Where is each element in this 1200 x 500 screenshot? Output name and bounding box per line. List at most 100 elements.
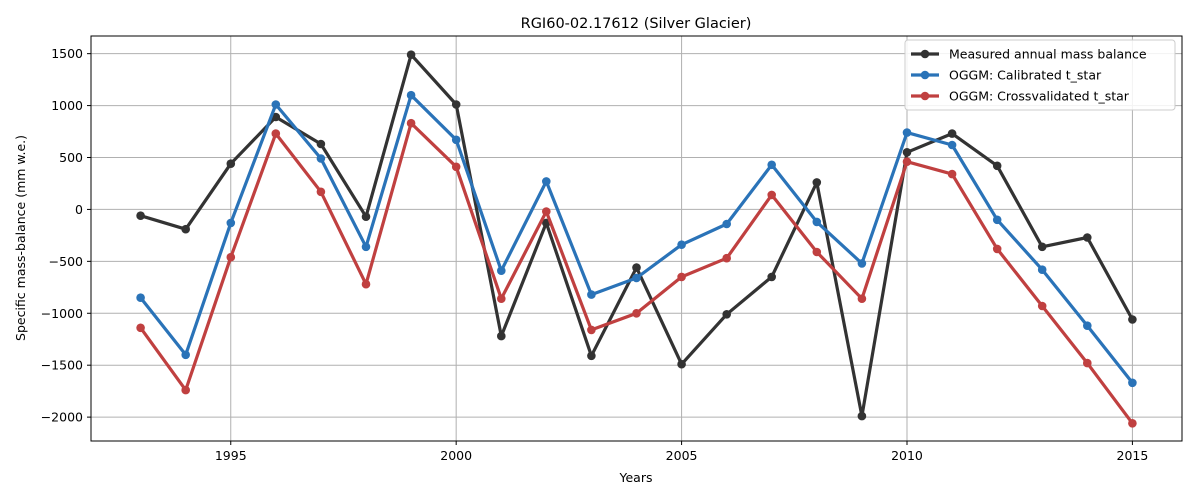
data-point <box>226 252 236 262</box>
data-point <box>587 325 596 335</box>
legend-label: OGGM: Calibrated t_star <box>949 68 1102 83</box>
series-line <box>139 93 1135 385</box>
data-point <box>181 224 190 234</box>
data-point <box>136 323 145 333</box>
data-point <box>1128 419 1137 428</box>
data-point <box>677 272 686 282</box>
y-tick-label: 1000 <box>51 98 83 113</box>
data-point <box>1083 321 1092 331</box>
data-point <box>812 178 822 187</box>
x-tick-label: 2000 <box>440 448 472 463</box>
legend-entry: OGGM: Calibrated t_star <box>911 68 1102 83</box>
data-point <box>497 294 506 304</box>
chart-title: RGI60-02.17612 (Silver Glacier) <box>521 16 752 32</box>
series-group <box>136 50 1137 421</box>
data-point <box>271 129 281 138</box>
data-point <box>271 112 281 122</box>
data-point <box>406 118 416 128</box>
data-point <box>677 359 686 369</box>
legend-label: OGGM: Crossvalidated t_star <box>949 89 1130 104</box>
data-point <box>902 148 912 157</box>
y-tick-label: −1500 <box>41 358 83 373</box>
data-point <box>316 154 326 163</box>
series-line <box>139 121 1135 425</box>
data-point <box>1083 358 1092 368</box>
legend: Measured annual mass balance OGGM: Calibr… <box>904 39 1176 111</box>
data-point <box>1037 301 1047 311</box>
y-tick-label: −500 <box>49 254 83 269</box>
data-point <box>812 247 822 257</box>
data-point <box>1128 315 1137 324</box>
data-point <box>181 385 190 395</box>
data-point <box>542 207 551 216</box>
x-tick-label: 1995 <box>215 448 247 463</box>
data-point <box>136 211 145 220</box>
data-point <box>632 263 641 272</box>
data-point <box>361 242 371 252</box>
data-point <box>587 351 596 361</box>
x-tick-label: 2010 <box>891 448 923 463</box>
data-point <box>902 128 912 137</box>
data-point <box>812 217 822 227</box>
data-point <box>992 244 1002 254</box>
y-axis-label: Specific mass-balance (mm w.e.) <box>13 135 28 341</box>
data-point <box>497 266 506 276</box>
data-point <box>361 279 371 289</box>
data-point <box>587 290 596 299</box>
legend-entry: Measured annual mass balance <box>911 47 1147 62</box>
data-point <box>316 187 326 197</box>
data-point <box>497 331 506 341</box>
data-point <box>136 293 145 303</box>
legend-marker <box>920 70 930 80</box>
series-layer <box>136 50 1137 428</box>
data-point <box>1037 242 1047 252</box>
legend-marker <box>920 91 930 101</box>
y-tick-label: −1000 <box>41 306 83 321</box>
data-point <box>992 215 1002 225</box>
data-point <box>947 129 957 138</box>
data-point <box>451 135 461 145</box>
legend-entry: OGGM: Crossvalidated t_star <box>911 89 1130 104</box>
legend-marker <box>920 49 930 59</box>
data-point <box>632 273 641 283</box>
data-point <box>451 162 461 172</box>
y-tick-label: 0 <box>75 202 83 217</box>
data-point <box>406 50 416 59</box>
data-point <box>722 253 731 263</box>
data-point <box>316 139 326 149</box>
legend-label: Measured annual mass balance <box>949 47 1147 62</box>
data-point <box>632 309 641 318</box>
data-point <box>1083 233 1092 242</box>
data-point <box>451 100 461 109</box>
data-point <box>271 100 281 109</box>
data-point <box>406 90 416 100</box>
x-tick-label: 2005 <box>666 448 698 463</box>
data-point <box>857 411 867 421</box>
data-point <box>767 160 776 170</box>
data-point <box>947 169 957 179</box>
data-point <box>767 272 776 282</box>
data-point <box>542 177 551 186</box>
legend-box <box>904 39 1176 111</box>
data-point <box>722 219 731 229</box>
axes-frame <box>90 35 1183 442</box>
y-tick-label: −2000 <box>41 410 83 425</box>
data-point <box>181 350 190 360</box>
data-point <box>902 157 912 166</box>
data-point <box>767 190 776 200</box>
tick-layer: 1995 2000 2005 2010 2015 −2000 −1500 −1000 −500 0… <box>41 46 1149 463</box>
series-group <box>136 118 1137 428</box>
y-tick-label: 1500 <box>51 46 83 61</box>
data-point <box>361 212 371 221</box>
data-point <box>857 259 867 268</box>
data-point <box>722 310 731 319</box>
legend-items: Measured annual mass balance OGGM: Calibr… <box>911 47 1147 104</box>
series-group <box>136 90 1137 388</box>
y-tick-label: 500 <box>59 150 83 165</box>
data-point <box>992 161 1002 171</box>
x-axis-label: Years <box>619 470 653 485</box>
data-point <box>1128 378 1137 388</box>
data-point <box>226 159 236 168</box>
data-point <box>677 240 686 249</box>
